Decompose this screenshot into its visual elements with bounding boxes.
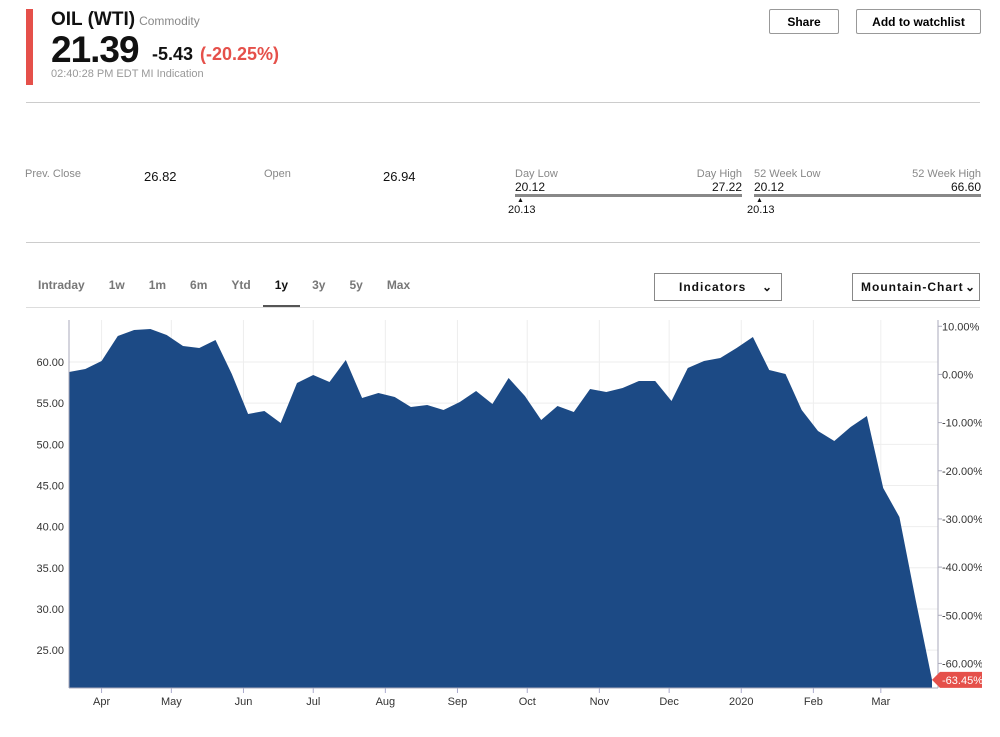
y-tick-label: 45.00 [36, 480, 64, 492]
chevron-down-icon: ⌄ [964, 280, 976, 294]
tab-1y[interactable]: 1y [262, 272, 301, 308]
52-week-low-value: 20.12 [754, 180, 785, 194]
x-tick-label: Nov [590, 696, 610, 708]
y-tick-label: 60.00 [36, 357, 64, 369]
chart-type-label: Mountain-Chart [861, 280, 964, 294]
y2-tick-label: -60.00% [942, 658, 983, 670]
divider [26, 242, 980, 243]
tab-1m[interactable]: 1m [148, 278, 167, 292]
52-week-current-value: 20.13 [747, 204, 775, 216]
x-tick-label: Aug [376, 696, 396, 708]
x-tick-label: May [161, 696, 182, 708]
52-week-range-bar [754, 194, 981, 197]
y-tick-label: 25.00 [36, 645, 64, 657]
y2-tick-label: -20.00% [942, 466, 983, 478]
instrument-type: Commodity [139, 14, 200, 28]
accent-bar [26, 9, 33, 85]
last-change-label: -63.45% [942, 675, 983, 687]
y2-tick-label: -50.00% [942, 610, 983, 622]
prev-close-label: Prev. Close [25, 168, 82, 180]
x-tick-label: 2020 [729, 696, 753, 708]
add-to-watchlist-button[interactable]: Add to watchlist [856, 9, 981, 34]
day-range: Day Low Day High 20.12 27.22 ▲ 20.13 [508, 168, 742, 216]
52-week-range: 52 Week Low 52 Week High 20.12 66.60 ▲ 20.… [747, 168, 981, 216]
day-low-label: Day Low [515, 168, 558, 180]
instrument-name: OIL (WTI) Commodity [51, 9, 200, 31]
current-price: 21.39 [51, 29, 140, 70]
x-tick-label: Feb [804, 696, 823, 708]
y-tick-label: 50.00 [36, 439, 64, 451]
day-range-bar [515, 194, 742, 197]
tab-1w[interactable]: 1w [108, 278, 125, 292]
day-low-value: 20.12 [515, 180, 546, 194]
x-tick-label: Jun [235, 696, 253, 708]
y-tick-label: 35.00 [36, 563, 64, 575]
tab-max[interactable]: Max [386, 278, 411, 292]
y-tick-label: 55.00 [36, 398, 64, 410]
day-high-label: Day High [696, 168, 742, 180]
y2-tick-label: 10.00% [942, 321, 980, 333]
y-tick-label: 40.00 [36, 522, 64, 534]
x-tick-label: Jul [306, 696, 320, 708]
instrument-title: OIL (WTI) [51, 9, 136, 30]
x-tick-label: Dec [659, 696, 679, 708]
52-week-low-label: 52 Week Low [754, 168, 821, 180]
last-value-badge [932, 671, 982, 688]
chart-type-dropdown[interactable]: Mountain-Chart ⌄ [852, 273, 980, 301]
indicators-label: Indicators [679, 280, 747, 294]
range-tabs: Intraday 1w 1m 6m Ytd 1y 3y 5y Max [26, 272, 422, 308]
day-current-value: 20.13 [508, 204, 536, 216]
x-tick-label: Oct [519, 696, 536, 708]
y2-tick-label: -10.00% [942, 418, 983, 430]
tab-ytd[interactable]: Ytd [231, 278, 251, 292]
prev-close-value: 26.82 [144, 169, 177, 184]
tab-6m[interactable]: 6m [190, 278, 208, 292]
open-label: Open [264, 168, 291, 180]
price-area [69, 329, 932, 688]
price-change-percent: (-20.25%) [200, 44, 280, 64]
indicators-dropdown[interactable]: Indicators ⌄ [654, 273, 782, 301]
x-tick-label: Mar [871, 696, 890, 708]
price-chart[interactable]: 60.00 55.00 50.00 45.00 40.00 35.00 30.00 25.00… [0, 310, 1000, 737]
divider [26, 307, 980, 308]
chevron-down-icon: ⌄ [761, 280, 773, 294]
52-week-high-value: 66.60 [950, 180, 981, 194]
tab-intraday[interactable]: Intraday [38, 278, 85, 292]
52-week-high-label: 52 Week High [912, 168, 981, 180]
tab-5y[interactable]: 5y [349, 278, 363, 292]
timestamp: 02:40:28 PM EDT MI Indication [51, 68, 204, 80]
y2-tick-label: -30.00% [942, 514, 983, 526]
divider [26, 102, 980, 103]
y2-tick-label: -40.00% [942, 562, 983, 574]
tab-3y[interactable]: 3y [312, 278, 326, 292]
x-tick-label: Sep [448, 696, 468, 708]
share-button[interactable]: Share [769, 9, 839, 34]
day-high-value: 27.22 [711, 180, 742, 194]
y-tick-label: 30.00 [36, 604, 64, 616]
x-tick-label: Apr [93, 696, 110, 708]
open-value: 26.94 [383, 169, 416, 184]
marker-triangle-icon: ▲ [756, 197, 763, 204]
marker-triangle-icon: ▲ [517, 197, 524, 204]
price-change: -5.43 [152, 44, 194, 64]
y2-tick-label: 0.00% [942, 369, 973, 381]
